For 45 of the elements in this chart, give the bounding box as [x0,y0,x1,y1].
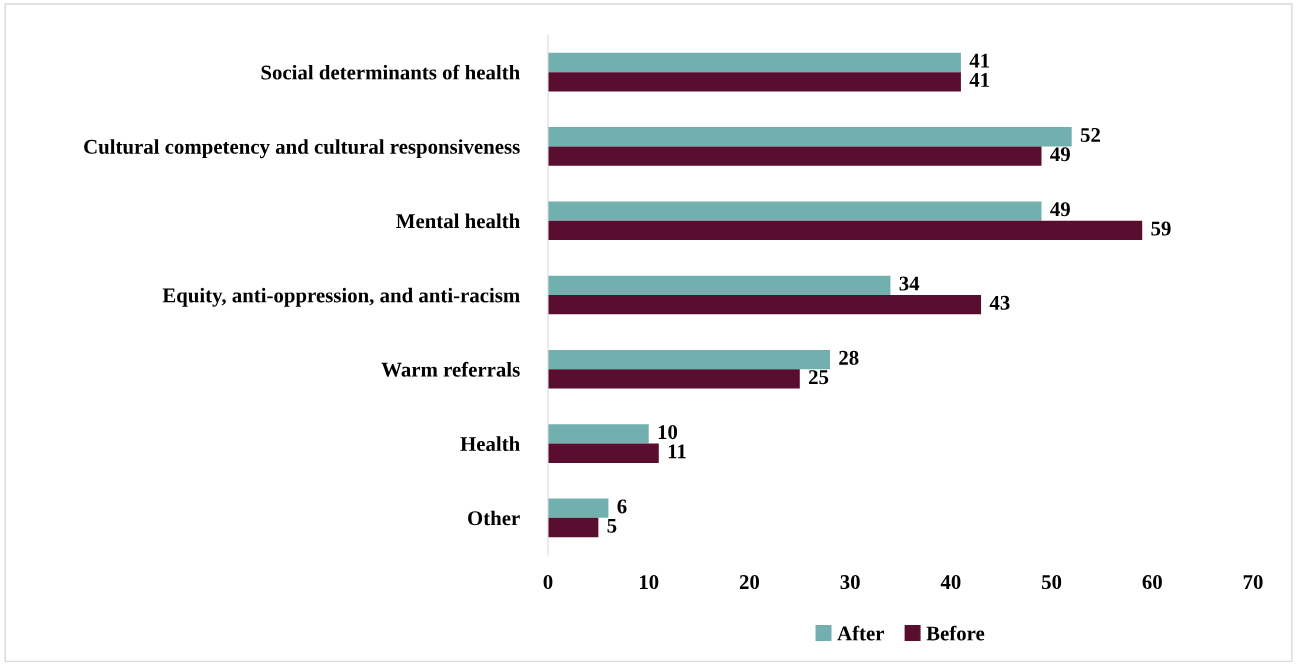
data-label: 49 [1050,202,1070,217]
data-label: 59 [1151,221,1171,236]
y-tick-label: Social determinants of health [261,64,520,80]
bar [548,127,1072,147]
data-label: 41 [969,53,990,68]
bar [548,498,609,518]
bar [548,52,961,73]
y-tick-label: Warm referrals [381,361,520,377]
bar [548,295,982,315]
x-tick-label: 10 [639,575,659,590]
data-label: 25 [808,370,829,385]
bar [548,72,961,92]
x-tick-label: 50 [1041,575,1062,590]
legend-label: Before [926,625,985,641]
bar [548,424,649,444]
y-tick-label: Cultural competency and cultural responsiveness [84,139,520,159]
data-label: 10 [658,425,678,440]
y-tick-label: Other [468,510,520,526]
bar [548,349,830,370]
bar [548,275,891,295]
bar [548,220,1143,241]
data-label: 41 [969,73,990,87]
bar [548,443,659,463]
x-tick-label: 40 [940,575,961,590]
x-tick-label: 60 [1142,575,1162,590]
legend-label: After [837,625,885,641]
bar [548,369,800,389]
data-label: 34 [899,276,920,291]
data-label: 6 [617,499,627,514]
x-tick-label: 30 [840,575,860,590]
data-label: 28 [839,350,859,365]
y-tick-label: Mental health [396,213,520,229]
x-tick-label: 0 [543,575,553,590]
bar [548,146,1042,166]
data-label: 11 [668,444,686,459]
y-tick-label: Health [460,436,520,451]
data-label: 43 [989,295,1010,310]
data-label: 52 [1080,127,1100,142]
data-label: 5 [607,518,617,533]
x-tick-label: 20 [739,575,760,590]
bar [548,517,599,538]
bar [548,201,1042,221]
x-tick-label: 70 [1243,575,1263,590]
y-tick-label: Equity, anti-oppression, and anti-racism [162,287,520,307]
data-label: 49 [1050,147,1070,162]
